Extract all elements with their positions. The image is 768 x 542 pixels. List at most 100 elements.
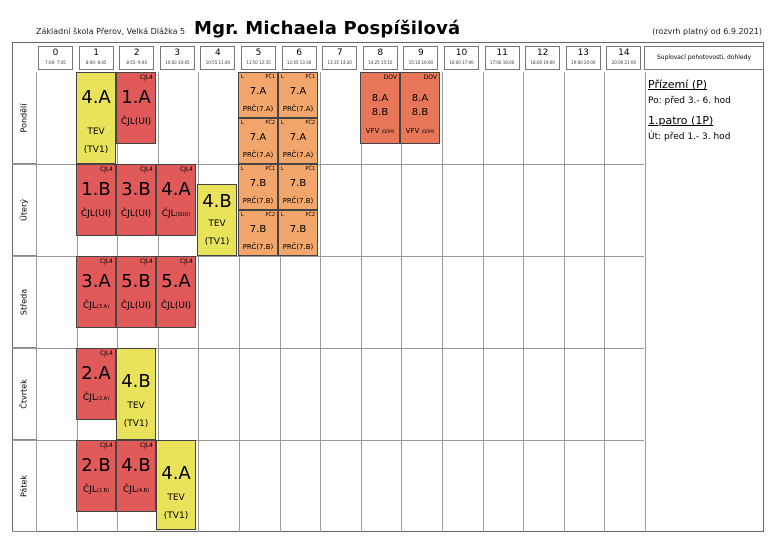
period-time: 15:10 16:00	[408, 60, 434, 65]
lesson-thu-1[interactable]: CJL4 2.A ČJL(2.A)	[76, 348, 116, 420]
lesson-l-mark: L	[281, 212, 284, 218]
lesson-tue-5a[interactable]: L PČ1 7.B PRČ(7.B)	[238, 164, 278, 210]
period-time: 8:55- 9:40	[126, 60, 148, 65]
lesson-subject: PRČ(7.B)	[282, 197, 314, 205]
lesson-class: 3.B	[121, 179, 151, 200]
validity-note: (rozvrh platný od 6.9.2021)	[652, 27, 762, 36]
grid-column-line	[198, 72, 200, 532]
lesson-class: 4.A	[161, 463, 191, 484]
floor-ground-duty: Po: před 3.- 6. hod	[648, 96, 731, 106]
period-time: 11:50 12:35	[246, 60, 271, 65]
floor-first-heading: 1.patro (1P)	[648, 114, 714, 127]
lesson-fri-1[interactable]: CJL4 2.B ČJL(2.B)	[76, 440, 116, 512]
lesson-mon-8[interactable]: DOV 8.A 8.B VFV (DOM)	[360, 72, 400, 144]
grid-row-line	[12, 440, 644, 441]
lesson-class: 7.A	[249, 132, 267, 143]
period-number: 12	[536, 48, 549, 58]
lesson-wed-1[interactable]: CJL4 3.A ČJL(3.A)	[76, 256, 116, 328]
lesson-class: 5.B	[121, 271, 151, 292]
day-label: Středa	[19, 288, 29, 315]
grid-row-line	[12, 164, 644, 165]
lesson-tag: CJL4	[99, 350, 113, 357]
lesson-class: 4.B	[202, 191, 232, 212]
lesson-tue-1[interactable]: CJL4 1.B ČJL(UI)	[76, 164, 116, 236]
lesson-class: 7.A	[249, 86, 267, 97]
lesson-l-mark: L	[281, 120, 284, 126]
lesson-class-a: 8.A	[411, 93, 429, 104]
lesson-tag: CJL4	[139, 258, 153, 265]
lesson-subject: PRČ(7.B)	[242, 197, 274, 205]
grid-column-line	[239, 72, 240, 532]
lesson-subject: PRČ(7.B)	[242, 243, 274, 251]
period-number: 11	[496, 48, 508, 58]
lesson-wed-3[interactable]: CJL4 5.A ČJL(UI)	[156, 256, 196, 328]
lesson-tue-6b[interactable]: L PČ2 7.B PRČ(7.B)	[278, 210, 318, 256]
lesson-subject: TEV	[127, 401, 145, 411]
period-number: 13	[577, 48, 590, 58]
lesson-tag: CJL4	[139, 442, 153, 449]
period-header-cell: 4 10:55 11:40	[200, 46, 236, 70]
lesson-tue-2[interactable]: CJL4 3.B ČJL(UI)	[116, 164, 156, 236]
lesson-tue-4[interactable]: 4.B TEV (TV1)	[197, 184, 237, 256]
lesson-tag: PČ2	[265, 212, 275, 218]
period-number: 8	[377, 48, 384, 58]
lesson-subject: ČJL(UI)	[120, 301, 152, 311]
period-header-cell: 11 17:00 18:00	[484, 46, 520, 70]
lesson-mon-9[interactable]: DOV 8.A 8.B VFV (DOM)	[400, 72, 440, 144]
lesson-class-b: 8.B	[411, 107, 429, 118]
lesson-fri-2[interactable]: CJL4 4.B ČJL(4.B)	[116, 440, 156, 512]
period-time: 12:45 13:30	[286, 60, 312, 65]
lesson-subject: PRČ(7.A)	[282, 105, 314, 113]
day-row-tuesday: Úterý	[12, 164, 37, 256]
lesson-mon-2[interactable]: CJL4 1.A ČJL(UI)	[116, 72, 156, 144]
period-number: 3	[174, 48, 181, 58]
period-header-cell: 12 18:00 19:00	[525, 46, 561, 70]
lesson-class: 7.B	[289, 178, 307, 189]
lesson-class: 7.A	[289, 86, 307, 97]
lesson-fri-3[interactable]: 4.A TEV (TV1)	[156, 440, 196, 530]
lesson-tag: PČ2	[305, 212, 315, 218]
lesson-class: 4.A	[81, 87, 111, 108]
period-header-cell: 7 13:35 14:20	[322, 46, 358, 70]
period-header-cell: 1 8:00- 8:45	[78, 46, 114, 70]
lesson-subject: ČJL(UI)	[120, 209, 152, 219]
lesson-subject: ČJL	[82, 485, 97, 495]
period-time: 7:00- 7:45	[45, 60, 66, 65]
lesson-mon-6b[interactable]: L PČ2 7.A PRČ(7.A)	[278, 118, 318, 164]
lesson-class: 7.A	[289, 132, 307, 143]
lesson-l-mark: L	[241, 212, 244, 218]
lesson-class: 2.B	[81, 455, 111, 476]
lesson-tue-5b[interactable]: L PČ2 7.B PRČ(7.B)	[238, 210, 278, 256]
lesson-l-mark: L	[241, 120, 244, 126]
lesson-mon-1[interactable]: 4.A TEV (TV1)	[76, 72, 116, 164]
period-time: 14:25 15:10	[368, 60, 393, 65]
grid-column-line	[401, 72, 403, 532]
grid-column-line	[279, 72, 281, 532]
lesson-room: (SUO)	[175, 212, 191, 218]
period-number: 9	[418, 48, 424, 58]
grid-column-line	[604, 72, 606, 532]
lesson-thu-2[interactable]: 4.B TEV (TV1)	[116, 348, 156, 440]
school-name: Základní škola Přerov, Velká Dlážka 5	[36, 27, 186, 36]
lesson-subject: PRČ(7.A)	[242, 105, 274, 113]
period-header-cell: 9 15:10 16:00	[403, 46, 439, 70]
day-row-friday: Pátek	[12, 440, 37, 532]
lesson-subject: PRČ(7.A)	[242, 151, 274, 159]
period-number: 4	[215, 48, 221, 58]
lesson-subject: TEV	[208, 219, 226, 229]
lesson-wed-2[interactable]: CJL4 5.B ČJL(UI)	[116, 256, 156, 328]
day-label: Pátek	[19, 474, 29, 497]
lesson-room: (DOM)	[381, 129, 395, 134]
period-time: 19:00 20:00	[571, 60, 596, 65]
period-number: 0	[52, 48, 59, 58]
lesson-class: 4.B	[121, 371, 151, 392]
lesson-l-mark: L	[281, 74, 284, 80]
lesson-mon-6a[interactable]: L PČ1 7.A PRČ(7.A)	[278, 72, 318, 118]
lesson-tag: CJL4	[179, 166, 193, 173]
lesson-class: 7.B	[289, 224, 307, 235]
lesson-tue-6a[interactable]: L PČ1 7.B PRČ(7.B)	[278, 164, 318, 210]
lesson-mon-5a[interactable]: L PČ1 7.A PRČ(7.A)	[238, 72, 278, 118]
period-number: 1	[93, 48, 99, 58]
lesson-tue-3[interactable]: CJL4 4.A ČJL(SUO)	[156, 164, 196, 236]
lesson-mon-5b[interactable]: L PČ2 7.A PRČ(7.A)	[238, 118, 278, 164]
